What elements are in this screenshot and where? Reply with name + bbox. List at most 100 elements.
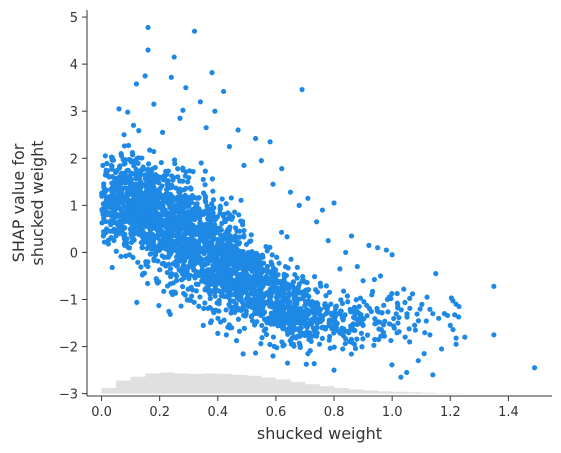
data-point: [243, 311, 249, 317]
data-point: [220, 254, 226, 261]
data-point: [119, 179, 125, 186]
data-point: [235, 127, 241, 133]
x-tick-label: 0.6: [266, 405, 287, 420]
data-point: [203, 125, 209, 131]
data-point: [215, 288, 222, 294]
data-point: [145, 161, 152, 167]
data-point: [281, 289, 287, 296]
data-point: [241, 232, 247, 239]
x-tick-label: 0.0: [91, 405, 112, 420]
data-point: [183, 251, 189, 257]
data-point: [217, 247, 224, 253]
data-point: [153, 209, 160, 216]
data-point: [130, 122, 137, 128]
data-point: [249, 318, 256, 324]
y-tick-label: 1: [70, 199, 78, 214]
data-point: [306, 286, 312, 293]
data-point: [190, 168, 196, 175]
data-point: [223, 201, 229, 207]
data-point: [287, 189, 294, 195]
histogram-bar: [319, 386, 335, 394]
data-point: [290, 341, 296, 347]
data-point: [212, 293, 218, 299]
data-point: [207, 230, 213, 236]
data-point: [356, 303, 362, 310]
data-point: [134, 299, 140, 305]
data-point: [191, 206, 197, 212]
data-point: [265, 280, 272, 287]
data-point: [188, 225, 195, 232]
data-point: [207, 272, 213, 278]
data-point: [140, 199, 146, 205]
data-point: [430, 372, 436, 378]
data-point: [233, 239, 240, 245]
data-point: [276, 319, 282, 325]
data-point: [412, 322, 418, 328]
data-point: [155, 258, 161, 264]
data-point: [361, 316, 367, 322]
data-point: [147, 147, 153, 153]
data-point: [456, 303, 462, 310]
data-point: [106, 174, 112, 180]
data-point: [182, 263, 188, 269]
data-point: [253, 250, 259, 256]
data-point: [101, 181, 107, 187]
data-point: [167, 266, 174, 272]
data-point: [267, 299, 274, 305]
data-point: [145, 263, 151, 270]
data-point: [364, 313, 370, 319]
data-point: [122, 185, 128, 191]
data-point: [110, 157, 117, 163]
data-point: [157, 218, 163, 224]
data-point: [396, 329, 402, 335]
data-point: [147, 206, 153, 213]
data-point: [311, 328, 318, 334]
data-point: [227, 212, 233, 218]
data-point: [430, 311, 436, 317]
data-point: [348, 309, 354, 315]
data-point: [159, 129, 166, 135]
data-point: [112, 175, 118, 181]
data-point: [302, 303, 308, 309]
x-tick-label: 1.4: [498, 405, 519, 420]
data-point: [197, 215, 203, 221]
data-point: [150, 181, 156, 187]
data-point: [233, 245, 239, 251]
data-point: [192, 216, 198, 223]
histogram-bar: [232, 374, 248, 394]
data-point: [253, 308, 260, 314]
data-point: [304, 308, 310, 314]
data-point: [116, 200, 122, 207]
data-point: [223, 332, 229, 338]
scatter-points: [99, 24, 538, 380]
data-point: [234, 259, 240, 265]
data-point: [102, 153, 108, 159]
data-point: [207, 295, 213, 302]
data-point: [176, 229, 182, 235]
data-point: [269, 252, 275, 258]
data-point: [297, 306, 304, 312]
data-point: [169, 218, 176, 224]
data-point: [136, 128, 142, 134]
data-point: [166, 181, 172, 187]
data-point: [352, 327, 358, 334]
data-point: [182, 195, 188, 201]
data-point: [131, 231, 137, 237]
data-point: [209, 176, 216, 182]
data-point: [301, 293, 307, 300]
axes: [86, 10, 552, 397]
y-axis-title-line-2: shucked weight: [28, 140, 47, 265]
data-point: [336, 328, 342, 334]
data-point: [207, 291, 213, 297]
data-point: [391, 315, 397, 322]
data-point: [145, 280, 151, 287]
data-point: [173, 202, 179, 208]
data-point: [141, 211, 147, 217]
data-point: [295, 289, 301, 295]
data-point: [394, 300, 401, 306]
y-tick-label: 3: [70, 105, 78, 120]
data-point: [202, 182, 208, 188]
data-point: [119, 189, 125, 195]
data-point: [323, 311, 329, 317]
data-point: [423, 318, 429, 324]
